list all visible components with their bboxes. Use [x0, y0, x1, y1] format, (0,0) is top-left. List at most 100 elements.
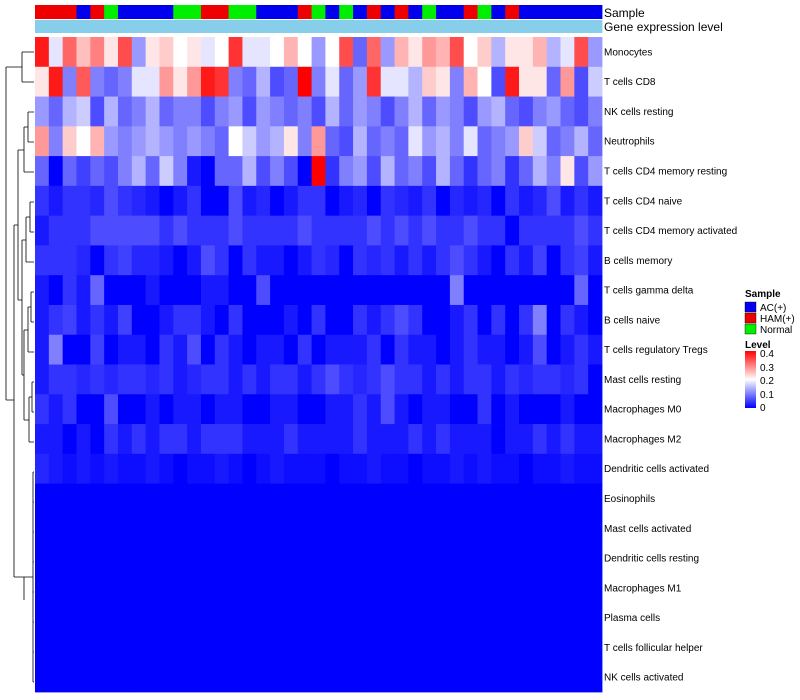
heatmap-cell: [532, 572, 548, 604]
sample-annotation-cell: [546, 5, 561, 19]
heatmap-cell: [366, 304, 382, 336]
heatmap-cell: [477, 453, 492, 484]
heatmap-cell: [62, 215, 77, 246]
heatmap-cell: [491, 334, 506, 365]
heatmap-cell: [200, 572, 216, 604]
heatmap-cell: [270, 66, 285, 97]
heatmap-cell: [117, 215, 133, 246]
heatmap-cell: [131, 156, 147, 187]
heatmap-cell: [366, 275, 382, 306]
heatmap-cell: [256, 543, 271, 574]
heatmap-cell: [62, 96, 77, 127]
heatmap-cell: [62, 185, 77, 217]
heatmap-cell: [270, 513, 285, 544]
heatmap-cell: [228, 245, 243, 276]
heatmap-cell: [104, 245, 119, 276]
heatmap-cell: [366, 424, 382, 455]
heatmap-cell: [422, 37, 437, 68]
heatmap-cell: [228, 215, 243, 246]
heatmap-cell: [588, 156, 603, 187]
heatmap-cell: [228, 602, 243, 633]
expression-annotation-cell: [477, 20, 492, 33]
heatmap-cell: [311, 156, 326, 187]
heatmap-cell: [588, 483, 603, 514]
heatmap-cell: [270, 364, 285, 395]
heatmap-cell: [449, 483, 465, 514]
heatmap-cell: [560, 334, 575, 365]
heatmap-cell: [532, 453, 548, 484]
heatmap-cell: [145, 245, 160, 276]
heatmap-cell: [353, 632, 368, 663]
heatmap-cell: [532, 632, 548, 663]
heatmap-cell: [145, 572, 160, 604]
heatmap-cell: [256, 185, 271, 217]
heatmap-cell: [228, 513, 243, 544]
heatmap-cell: [588, 453, 603, 484]
heatmap-cell: [131, 394, 147, 425]
heatmap-cell: [256, 304, 271, 336]
heatmap-cell: [519, 185, 534, 217]
heatmap-cell: [214, 483, 230, 514]
heatmap-cell: [48, 543, 64, 574]
heatmap-cell: [380, 334, 395, 365]
heatmap-cell: [200, 215, 216, 246]
heatmap-cell: [104, 215, 119, 246]
heatmap-cell: [256, 215, 271, 246]
heatmap-cell: [505, 37, 520, 68]
heatmap-cell: [588, 394, 603, 425]
heatmap-cell: [228, 632, 243, 663]
heatmap-cell: [173, 275, 188, 306]
heatmap-cell: [48, 602, 64, 633]
heatmap-cell: [366, 245, 382, 276]
sample-annotation-cell: [394, 5, 409, 19]
heatmap-cell: [62, 304, 77, 336]
heatmap-cell: [325, 424, 340, 455]
heatmap-cell: [297, 37, 312, 68]
heatmap-cell: [532, 185, 548, 217]
heatmap-cell: [463, 304, 478, 336]
heatmap-cell: [505, 364, 520, 395]
heatmap-cell: [436, 632, 451, 663]
heatmap-cell: [90, 602, 105, 633]
heatmap-cell: [48, 364, 64, 395]
heatmap-cell: [491, 543, 506, 574]
heatmap-cell: [339, 394, 354, 425]
heatmap-cell: [90, 424, 105, 455]
heatmap-cell: [505, 96, 520, 127]
heatmap-cell: [62, 156, 77, 187]
heatmap-cell: [532, 66, 548, 97]
heatmap-cell: [297, 632, 312, 663]
heatmap-cell: [532, 215, 548, 246]
heatmap-cell: [449, 245, 465, 276]
sample-annotation-cell: [173, 5, 188, 19]
expression-annotation-cell: [505, 20, 520, 33]
heatmap-cell: [505, 662, 520, 693]
heatmap-cell: [131, 424, 147, 455]
heatmap-cell: [408, 632, 423, 663]
heatmap-cell: [366, 37, 382, 68]
legend-color-bar: [745, 351, 756, 408]
heatmap-cell: [35, 37, 50, 68]
heatmap-cell: [270, 394, 285, 425]
heatmap-cell: [131, 453, 147, 484]
heatmap-cell: [588, 185, 603, 217]
heatmap-cell: [311, 126, 326, 157]
heatmap-cell: [228, 334, 243, 365]
heatmap-cell: [187, 96, 202, 127]
legend-swatch-ham: [744, 312, 757, 324]
heatmap-cell: [325, 304, 340, 336]
heatmap-cell: [505, 513, 520, 544]
heatmap-cell: [339, 126, 354, 157]
heatmap-cell: [187, 215, 202, 246]
sample-annotation-label: Sample: [604, 6, 645, 20]
heatmap-cell: [62, 334, 77, 365]
heatmap-cell: [449, 424, 465, 455]
heatmap-cell: [214, 275, 230, 306]
heatmap-cell: [325, 37, 340, 68]
sample-annotation-cell: [76, 5, 91, 19]
heatmap-cell: [380, 156, 395, 187]
heatmap-cell: [214, 424, 230, 455]
heatmap-cell: [339, 334, 354, 365]
heatmap-cell: [76, 394, 91, 425]
heatmap-cell: [35, 334, 50, 365]
